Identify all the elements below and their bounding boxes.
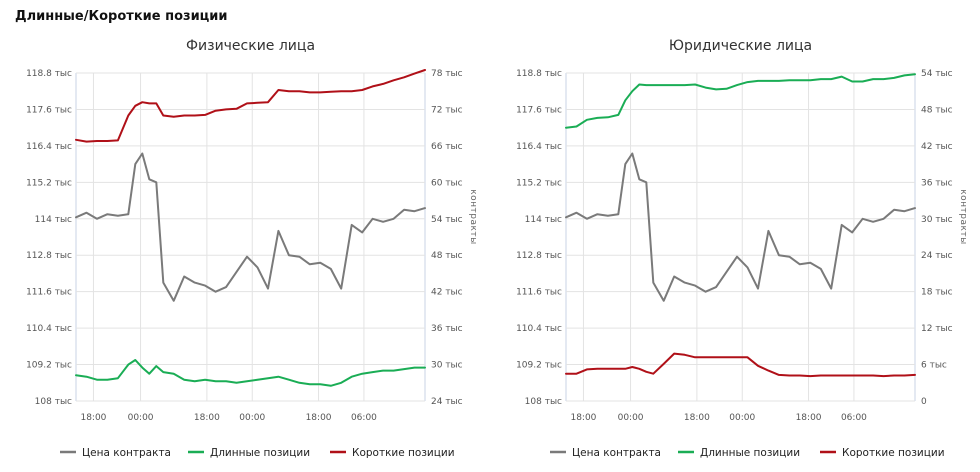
- x-tick-label: 18:00: [80, 413, 106, 423]
- y-right-tick-label: 78 тыс: [431, 69, 463, 79]
- y-left-tick-label: 117.6 тыс: [516, 105, 562, 115]
- y-right-tick-label: 60 тыс: [431, 178, 463, 188]
- legend-label: Длинные позиции: [700, 447, 800, 459]
- series-line-long: [75, 359, 426, 387]
- y-left-tick-label: 110.4 тыс: [26, 324, 72, 334]
- y-right-axis-label: контракты: [958, 189, 968, 245]
- y-left-tick-label: 116.4 тыс: [516, 142, 562, 152]
- legend-label: Цена контракта: [82, 447, 171, 459]
- y-left-tick-label: 110.4 тыс: [516, 324, 562, 334]
- y-right-tick-label: 54 тыс: [431, 215, 463, 225]
- y-left-tick-label: 111.6 тыс: [516, 288, 562, 298]
- y-left-tick-label: 108 тыс: [525, 397, 562, 407]
- x-tick-label: 18:00: [684, 413, 710, 423]
- y-left-tick-label: 112.8 тыс: [26, 251, 72, 261]
- y-right-tick-label: 18 тыс: [921, 288, 953, 298]
- legend-item-short[interactable]: Короткие позиции: [820, 447, 945, 459]
- x-tick-label: 18:00: [194, 413, 220, 423]
- y-right-axis-label: контракты: [468, 189, 478, 245]
- series-line-price: [75, 152, 426, 302]
- chart-title: Юридические лица: [669, 38, 812, 54]
- y-right-tick-label: 12 тыс: [921, 324, 953, 334]
- y-right-tick-label: 48 тыс: [431, 251, 463, 261]
- legend-label: Длинные позиции: [210, 447, 310, 459]
- y-right-tick-label: 72 тыс: [431, 105, 463, 115]
- y-right-tick-label: 48 тыс: [921, 105, 953, 115]
- series-line-long: [565, 73, 916, 129]
- y-right-tick-label: 36 тыс: [921, 178, 953, 188]
- y-right-tick-label: 30 тыс: [431, 361, 463, 371]
- legend-label: Короткие позиции: [352, 447, 455, 459]
- chart-legal-entities-svg: Юридические лица 108 тыс 109.2 тыс 110.4 ты…: [516, 38, 968, 459]
- y-right-tick-label: 30 тыс: [921, 215, 953, 225]
- y-right-tick-label: 42 тыс: [921, 142, 953, 152]
- x-tick-label: 18:00: [306, 413, 332, 423]
- legend-label: Короткие позиции: [842, 447, 945, 459]
- y-left-tick-label: 117.6 тыс: [26, 105, 72, 115]
- y-left-tick-label: 115.2 тыс: [26, 178, 72, 188]
- y-left-tick-label: 111.6 тыс: [26, 288, 72, 298]
- x-tick-label: 18:00: [796, 413, 822, 423]
- y-right-tick-label: 6 тыс: [921, 361, 947, 371]
- x-tick-label: 00:00: [729, 413, 755, 423]
- legend-item-price[interactable]: Цена контракта: [60, 447, 171, 459]
- y-left-tick-label: 108 тыс: [35, 397, 72, 407]
- series-line-short: [75, 69, 426, 143]
- legend-item-long[interactable]: Длинные позиции: [188, 447, 310, 459]
- y-left-tick-label: 118.8 тыс: [26, 69, 72, 79]
- page-title: Длинные/Короткие позиции: [15, 9, 228, 24]
- y-left-tick-label: 118.8 тыс: [516, 69, 562, 79]
- y-left-tick-label: 115.2 тыс: [516, 178, 562, 188]
- x-tick-label: 00:00: [239, 413, 265, 423]
- x-tick-label: 06:00: [841, 413, 867, 423]
- y-left-tick-label: 116.4 тыс: [26, 142, 72, 152]
- y-right-tick-label: 42 тыс: [431, 288, 463, 298]
- y-left-tick-label: 112.8 тыс: [516, 251, 562, 261]
- chart-title: Физические лица: [186, 38, 315, 54]
- legend-item-long[interactable]: Длинные позиции: [678, 447, 800, 459]
- chart-individuals-svg: Физические лица 108 тыс 109.2 тыс 110.4 тыс…: [26, 38, 478, 459]
- y-right-tick-label: 24 тыс: [431, 397, 463, 407]
- series-line-short: [565, 352, 916, 378]
- x-tick-label: 00:00: [128, 413, 154, 423]
- legend-item-short[interactable]: Короткие позиции: [330, 447, 455, 459]
- legend-label: Цена контракта: [572, 447, 661, 459]
- y-left-tick-label: 109.2 тыс: [516, 361, 562, 371]
- chart-legal-entities: Юридические лица 108 тыс 109.2 тыс 110.4 ты…: [490, 28, 980, 472]
- y-right-tick-label: 24 тыс: [921, 251, 953, 261]
- legend-item-price[interactable]: Цена контракта: [550, 447, 661, 459]
- y-left-tick-label: 114 тыс: [525, 215, 562, 225]
- x-tick-label: 18:00: [570, 413, 596, 423]
- x-tick-label: 06:00: [351, 413, 377, 423]
- y-right-tick-label: 36 тыс: [431, 324, 463, 334]
- y-right-tick-label: 66 тыс: [431, 142, 463, 152]
- y-left-tick-label: 109.2 тыс: [26, 361, 72, 371]
- y-right-tick-label: 54 тыс: [921, 69, 953, 79]
- x-tick-label: 00:00: [618, 413, 644, 423]
- series-line-price: [565, 152, 916, 302]
- y-left-tick-label: 114 тыс: [35, 215, 72, 225]
- y-right-tick-label: 0: [921, 397, 927, 407]
- chart-individuals: Физические лица 108 тыс 109.2 тыс 110.4 тыс…: [0, 28, 490, 472]
